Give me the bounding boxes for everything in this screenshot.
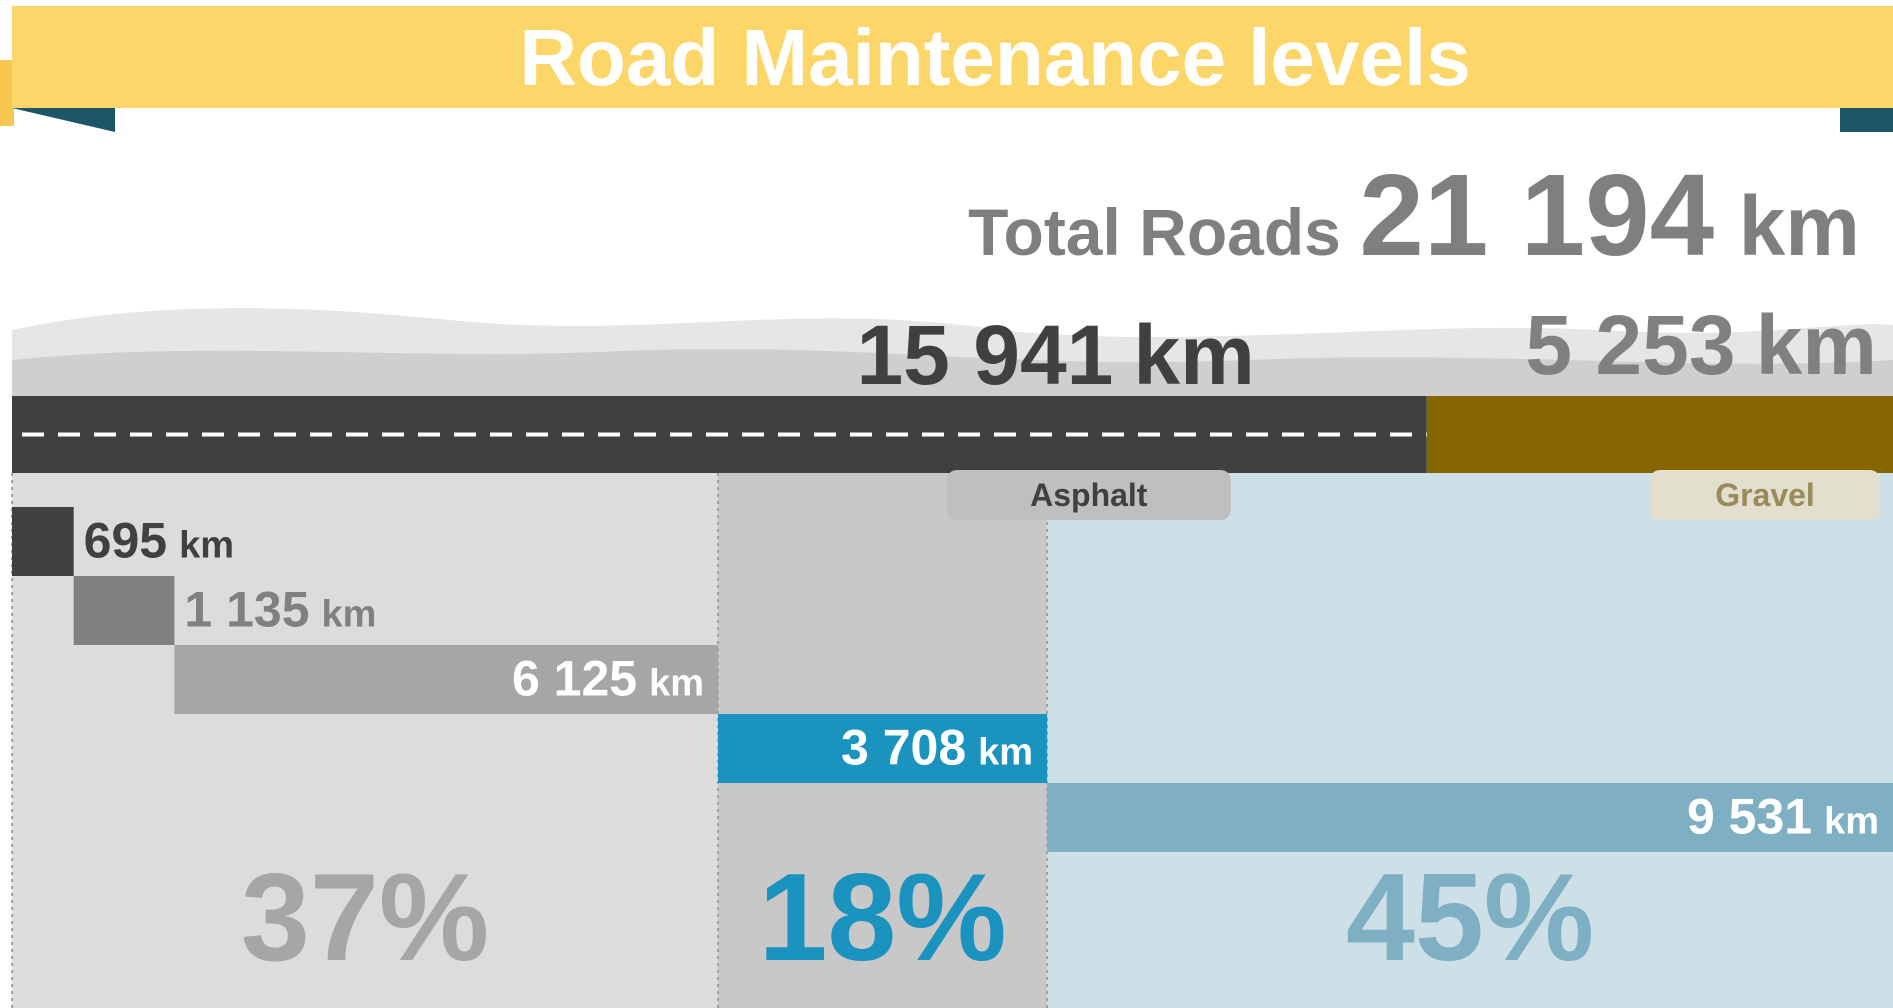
level-value: 695 <box>84 513 167 569</box>
level-value: 1 135 <box>184 582 309 638</box>
banner-edge <box>0 60 14 126</box>
title: Road Maintenance levels <box>519 13 1470 102</box>
total-label: Total Roads <box>968 195 1341 269</box>
total-unit: km <box>1739 179 1860 273</box>
share-label: 45% <box>1346 849 1594 987</box>
level-value: 3 708 <box>841 720 966 776</box>
total-value: 21 194 <box>1359 150 1714 280</box>
share-label: 37% <box>241 849 489 987</box>
surface-category: Asphalt <box>1030 477 1148 513</box>
level-value: 6 125 <box>512 651 637 707</box>
infographic: Road Maintenance levels Total Roads 21 1… <box>0 0 1893 1008</box>
banner-fold <box>12 108 115 132</box>
banner-fold <box>1840 108 1893 132</box>
total: Total Roads 21 194 km <box>968 150 1860 280</box>
surface-category: Gravel <box>1715 477 1815 513</box>
level-bar <box>74 576 175 645</box>
level-unit: km <box>179 525 234 567</box>
level-unit: km <box>1824 801 1879 843</box>
road-segment <box>1427 396 1893 473</box>
surface-value: 15 941 <box>856 308 1113 402</box>
level-unit: km <box>978 732 1033 774</box>
level-unit: km <box>649 663 704 705</box>
surface-unit: km <box>1756 298 1877 392</box>
surface-unit: km <box>1133 308 1254 402</box>
share-label: 18% <box>758 849 1006 987</box>
level-unit: km <box>322 594 377 636</box>
surface-value: 5 253 <box>1525 298 1735 392</box>
level-bar <box>12 507 74 576</box>
level-value: 9 531 <box>1687 789 1812 845</box>
page: Road Maintenance levels Total Roads 21 1… <box>0 0 1893 1008</box>
